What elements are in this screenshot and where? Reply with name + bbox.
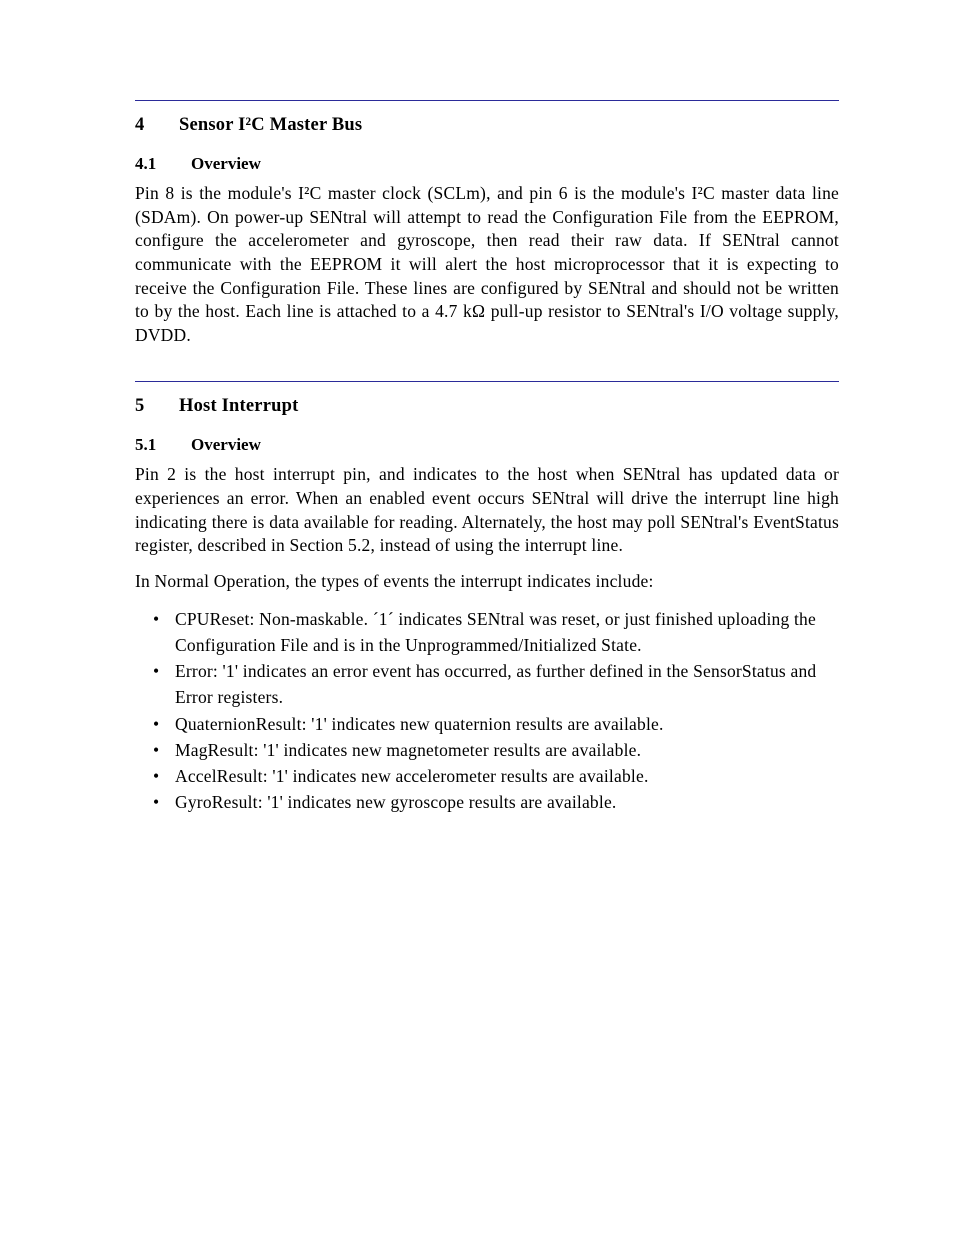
section-rule-mid <box>135 381 839 382</box>
event-types-list: CPUReset: Non-maskable. ´1´ indicates SE… <box>135 606 839 816</box>
section-4-number: 4 <box>135 115 179 136</box>
section-4-heading: 4Sensor I²C Master Bus <box>135 115 839 136</box>
list-item: MagResult: '1' indicates new magnetomete… <box>153 737 839 763</box>
section-5-number: 5 <box>135 396 179 417</box>
list-item: AccelResult: '1' indicates new accelerom… <box>153 763 839 789</box>
section-5-1-paragraph-1: Pin 2 is the host interrupt pin, and ind… <box>135 463 839 558</box>
section-5-1-number: 5.1 <box>135 435 191 455</box>
section-4-1-paragraph: Pin 8 is the module's I²C master clock (… <box>135 182 839 347</box>
section-5-1-heading: 5.1Overview <box>135 435 839 455</box>
list-item: GyroResult: '1' indicates new gyroscope … <box>153 789 839 815</box>
section-5-1-title: Overview <box>191 435 261 454</box>
section-4-1-number: 4.1 <box>135 154 191 174</box>
section-5-1-paragraph-2: In Normal Operation, the types of events… <box>135 570 839 594</box>
section-4-title: Sensor I²C Master Bus <box>179 115 362 135</box>
section-rule-top <box>135 100 839 101</box>
section-5-title: Host Interrupt <box>179 396 298 416</box>
list-item: CPUReset: Non-maskable. ´1´ indicates SE… <box>153 606 839 659</box>
section-4-1-heading: 4.1Overview <box>135 154 839 174</box>
section-5-heading: 5Host Interrupt <box>135 396 839 417</box>
list-item: QuaternionResult: '1' indicates new quat… <box>153 711 839 737</box>
section-4-1-title: Overview <box>191 154 261 173</box>
list-item: Error: '1' indicates an error event has … <box>153 658 839 711</box>
